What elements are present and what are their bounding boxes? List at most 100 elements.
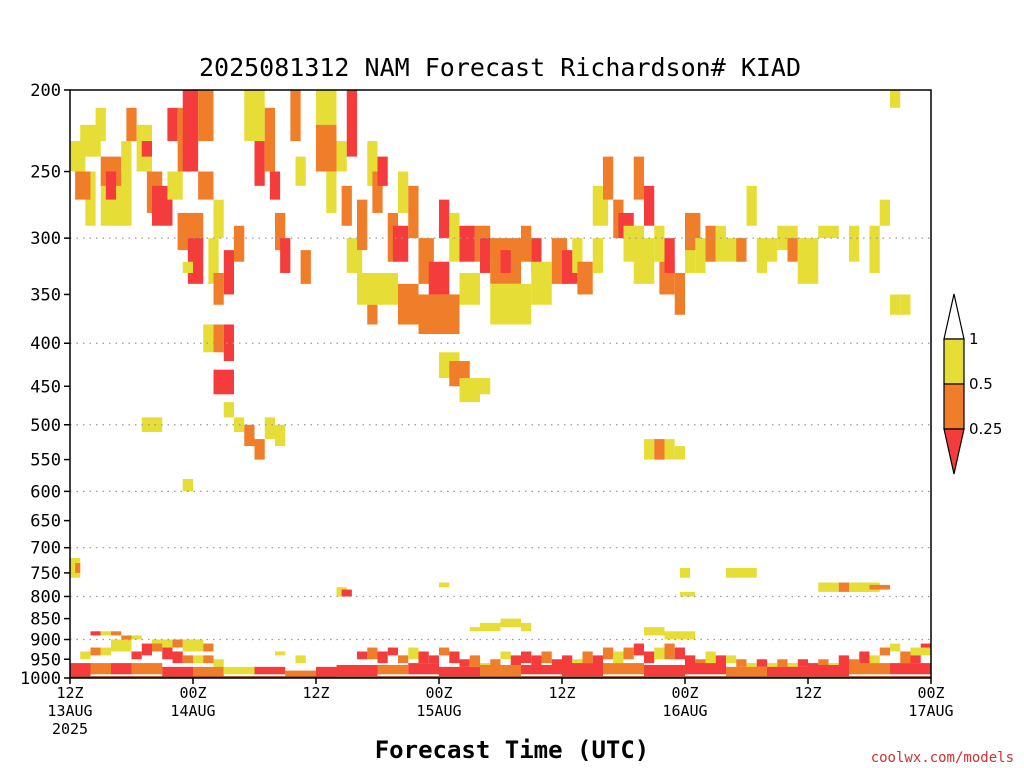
heatmap-cell-90 bbox=[685, 238, 696, 273]
heatmap-cell-225 bbox=[869, 655, 880, 664]
heatmap-cell-256 bbox=[890, 663, 931, 675]
heatmap-cell-83 bbox=[633, 156, 644, 200]
heatmap-cell-197 bbox=[582, 651, 593, 664]
heatmap-cell-158 bbox=[182, 639, 204, 652]
heatmap-cell-146 bbox=[469, 627, 480, 632]
heatmap-cell-56 bbox=[408, 185, 419, 239]
heatmap-cell-223 bbox=[849, 659, 860, 667]
heatmap-cell-13 bbox=[141, 141, 152, 157]
plot-frame bbox=[69, 89, 932, 679]
colorbar-level-label: 1 bbox=[969, 330, 979, 348]
heatmap-cell-198 bbox=[592, 655, 603, 667]
chart-title: 2025081312 NAM Forecast Richardson# KIAD bbox=[199, 53, 801, 82]
ground-band bbox=[70, 676, 931, 678]
heatmap-cell-32 bbox=[269, 171, 281, 200]
x-tick-label: 13AUG bbox=[47, 702, 92, 720]
heatmap-cell-216 bbox=[777, 659, 788, 667]
x-tick-label: 12Z bbox=[56, 684, 83, 702]
heatmap-cell-17 bbox=[182, 90, 199, 172]
heatmap-cell-220 bbox=[818, 659, 829, 667]
heatmap-cell-254 bbox=[808, 664, 849, 677]
heatmap-cell-118 bbox=[264, 417, 275, 440]
y-tick-label: 550 bbox=[30, 451, 61, 471]
heatmap-cell-241 bbox=[316, 666, 337, 678]
heatmap-cell-246 bbox=[480, 664, 521, 677]
heatmap-cell-41 bbox=[336, 141, 347, 172]
heatmap-cell-43 bbox=[346, 90, 357, 157]
heatmap-cell-176 bbox=[367, 647, 378, 660]
x-tick-label: 16AUG bbox=[662, 702, 707, 720]
heatmap-cell-70 bbox=[521, 225, 532, 262]
heatmap-cell-85 bbox=[644, 185, 655, 226]
heatmap-cell-175 bbox=[357, 651, 368, 660]
heatmap-cell-179 bbox=[398, 655, 409, 664]
heatmap-cell-202 bbox=[633, 643, 644, 656]
x-tick-label: 00Z bbox=[425, 684, 452, 702]
heatmap-cell-66 bbox=[480, 238, 491, 273]
heatmap-cell-128 bbox=[664, 439, 675, 460]
heatmap-cell-60 bbox=[439, 294, 460, 334]
heatmap-cell-162 bbox=[100, 647, 111, 656]
heatmap-cell-192 bbox=[531, 655, 542, 667]
heatmap-cell-233 bbox=[90, 663, 111, 675]
heatmap-cell-167 bbox=[162, 647, 173, 660]
colorbar-upper-arrow bbox=[943, 293, 965, 340]
heatmap-cell-237 bbox=[193, 666, 224, 678]
heatmap-cell-226 bbox=[879, 647, 890, 656]
y-tick-label: 800 bbox=[30, 587, 61, 607]
heatmap-cell-172 bbox=[213, 659, 224, 667]
x-tick-label: 12Z bbox=[794, 684, 821, 702]
heatmap-cell-245 bbox=[439, 666, 480, 677]
heatmap-cell-126 bbox=[644, 439, 655, 460]
y-tick-label: 250 bbox=[30, 163, 61, 183]
heatmap-cell-235 bbox=[131, 663, 163, 675]
heatmap-cell-229 bbox=[910, 647, 931, 656]
heatmap-cell-203 bbox=[644, 651, 655, 664]
heatmap-cell-232 bbox=[70, 663, 91, 678]
heatmap-cell-8 bbox=[121, 141, 132, 172]
x-tick-label: 17AUG bbox=[908, 702, 953, 720]
heatmap-cell-155 bbox=[131, 635, 142, 640]
heatmap-cell-190 bbox=[510, 655, 521, 667]
heatmap-cell-102 bbox=[797, 238, 819, 284]
heatmap-cell-170 bbox=[193, 655, 204, 664]
heatmap-cell-186 bbox=[469, 655, 480, 667]
heatmap-cell-201 bbox=[623, 647, 634, 660]
heatmap-cell-234 bbox=[111, 663, 132, 675]
heatmap-cell-124 bbox=[141, 417, 163, 432]
heatmap-cell-250 bbox=[644, 664, 685, 677]
heatmap-cell-27 bbox=[234, 225, 245, 262]
heatmap-cell-25 bbox=[223, 250, 234, 295]
y-tick-label: 900 bbox=[30, 631, 61, 651]
heatmap-cell-15 bbox=[167, 107, 178, 142]
heatmap-cell-184 bbox=[449, 651, 460, 664]
heatmap-cell-200 bbox=[613, 651, 624, 664]
heatmap-cell-122 bbox=[459, 378, 480, 403]
heatmap-cell-209 bbox=[705, 651, 716, 664]
heatmap-cell-52 bbox=[377, 272, 398, 305]
heatmap-cell-19 bbox=[187, 238, 204, 284]
heatmap-cell-222 bbox=[838, 655, 849, 667]
heatmap-cell-157 bbox=[172, 639, 183, 648]
heatmap-cell-143 bbox=[869, 584, 890, 590]
y-tick-label: 350 bbox=[30, 285, 61, 305]
x-tick-label: 00Z bbox=[671, 684, 698, 702]
heatmap-cell-213 bbox=[746, 663, 757, 671]
heatmap-cell-194 bbox=[551, 659, 562, 671]
gridlines bbox=[70, 237, 931, 641]
heatmap-cell-62 bbox=[449, 212, 460, 262]
heatmap-cell-14 bbox=[167, 171, 183, 200]
heatmap-cell-6 bbox=[105, 171, 117, 200]
heatmap-cell-183 bbox=[439, 647, 450, 656]
heatmap-cell-144 bbox=[480, 622, 501, 632]
heatmap-cell-133 bbox=[341, 589, 352, 597]
heatmap-cell-129 bbox=[674, 446, 685, 460]
heatmap-cell-127 bbox=[654, 439, 665, 460]
heatmap-cell-69 bbox=[500, 250, 511, 273]
colorbar-level-label: 0.25 bbox=[969, 420, 1002, 438]
heatmap-cell-205 bbox=[664, 643, 675, 660]
heatmap-cell-114 bbox=[223, 402, 234, 418]
heatmap-cell-134 bbox=[439, 582, 450, 588]
heatmap-cell-151 bbox=[90, 631, 101, 636]
